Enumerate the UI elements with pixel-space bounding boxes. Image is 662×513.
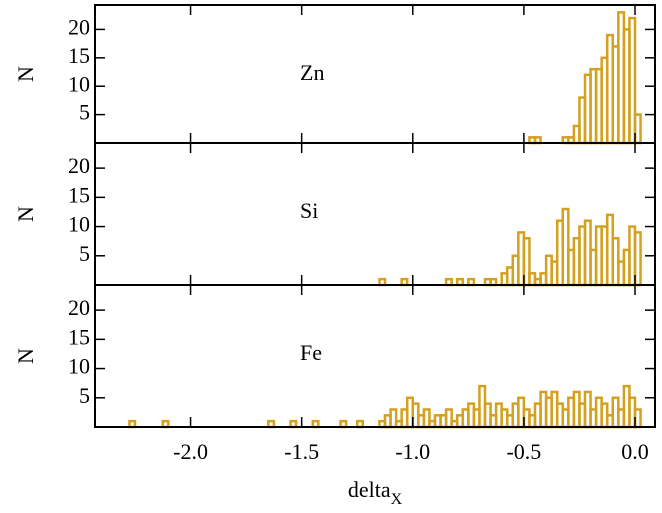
x-axis-label-subscript: X <box>391 491 403 508</box>
x-tick-label: -2.0 <box>173 439 208 464</box>
y-tick-label: 10 <box>68 354 90 379</box>
y-axis-label: N <box>13 206 38 222</box>
y-tick-label: 20 <box>68 295 90 320</box>
x-tick-label: -1.0 <box>395 439 430 464</box>
y-tick-label: 15 <box>68 43 90 68</box>
x-tick-label: 0.0 <box>621 439 649 464</box>
y-tick-label: 15 <box>68 182 90 207</box>
bar <box>633 113 642 145</box>
x-axis-label: deltaX <box>348 477 403 508</box>
plot-frame <box>94 4 656 144</box>
y-tick-label: 20 <box>68 14 90 39</box>
plot-frame <box>94 284 656 428</box>
y-axis-label: N <box>13 66 38 82</box>
y-tick-label: 5 <box>79 383 90 408</box>
x-tick-label: -0.5 <box>506 439 541 464</box>
y-tick-label: 10 <box>68 212 90 237</box>
x-axis-label-main: delta <box>348 477 391 502</box>
y-tick-label: 5 <box>79 241 90 266</box>
y-axis-label: N <box>13 348 38 364</box>
bar <box>633 231 642 287</box>
y-tick-label: 20 <box>68 153 90 178</box>
annotation: Zn <box>300 60 324 85</box>
y-tick-label: 10 <box>68 71 90 96</box>
y-tick-label: 5 <box>79 100 90 125</box>
annotation: Fe <box>300 340 322 365</box>
bar <box>633 408 642 429</box>
annotation: Si <box>300 198 318 223</box>
x-tick-label: -1.5 <box>284 439 319 464</box>
plot-frame <box>94 142 656 286</box>
y-tick-label: 15 <box>68 324 90 349</box>
